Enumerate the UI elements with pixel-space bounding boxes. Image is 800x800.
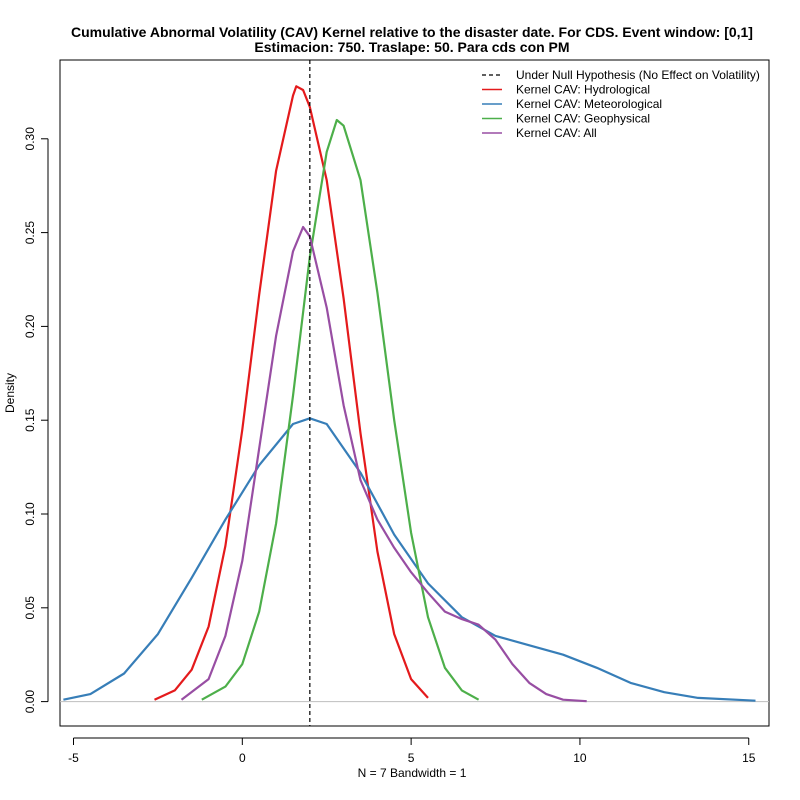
x-tick-label: 5 <box>408 751 415 765</box>
density-curve-geophysical <box>201 118 480 701</box>
x-tick-label: 0 <box>239 751 246 765</box>
legend-label: Kernel CAV: Hydrological <box>516 83 650 97</box>
x-axis-label: N = 7 Bandwidth = 1 <box>358 766 467 780</box>
legend-label: Kernel CAV: Geophysical <box>516 112 650 126</box>
y-tick-label: 0.15 <box>23 408 37 432</box>
density-curve-all <box>180 225 587 703</box>
series-layer <box>63 60 756 726</box>
y-tick-label: 0.00 <box>23 690 37 714</box>
x-tick-label: -5 <box>68 751 79 765</box>
legend-label: Under Null Hypothesis (No Effect on Vola… <box>516 68 760 82</box>
y-tick-label: 0.10 <box>23 502 37 526</box>
density-curve-hydrological <box>154 85 429 701</box>
x-tick-label: 10 <box>573 751 587 765</box>
chart-title: Cumulative Abnormal Volatility (CAV) Ker… <box>71 24 753 40</box>
y-tick-label: 0.30 <box>23 127 37 151</box>
legend-label: Kernel CAV: All <box>516 126 597 140</box>
legend: Under Null Hypothesis (No Effect on Vola… <box>482 68 760 140</box>
y-tick-label: 0.05 <box>23 596 37 620</box>
y-tick-label: 0.20 <box>23 314 37 338</box>
density-curve-meteorological <box>63 417 756 702</box>
legend-label: Kernel CAV: Meteorological <box>516 97 662 111</box>
chart-subtitle: Estimacion: 750. Traslape: 50. Para cds … <box>254 39 569 55</box>
x-tick-label: 15 <box>742 751 756 765</box>
y-axis-label: Density <box>3 373 17 413</box>
y-tick-label: 0.25 <box>23 221 37 245</box>
axis-layer: -5 0 5 10 15 0.00 0.05 0.10 0.15 0.20 0.25 0.30 <box>23 127 756 765</box>
plot-frame <box>59 59 770 727</box>
